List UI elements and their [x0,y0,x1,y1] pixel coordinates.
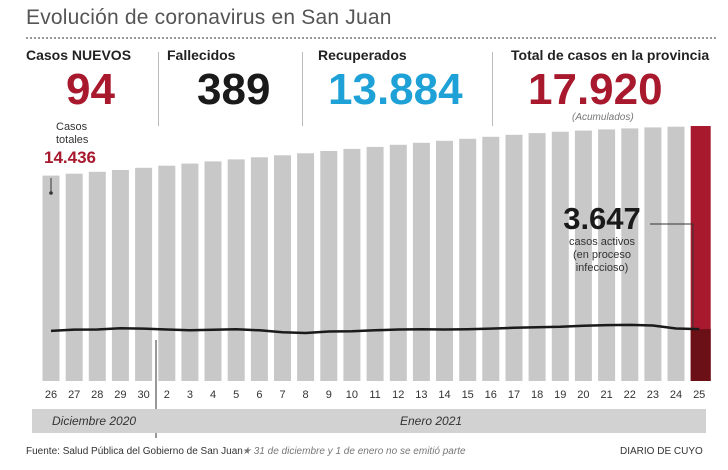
month-jan: Enero 2021 [400,414,463,428]
bar-total-5 [227,159,245,381]
x-tick-label: 29 [114,389,126,401]
x-tick-label: 24 [670,389,682,401]
bar-total-10 [343,148,361,381]
x-tick-label: 2 [164,389,170,401]
bar-total-9 [320,151,338,381]
bar-total-11 [366,146,384,381]
x-tick-label: 23 [647,389,659,401]
callout-right-value: 3.647 [563,201,641,236]
x-tick-label: 21 [600,389,612,401]
bar-total-4 [204,161,222,381]
bar-total-22 [621,128,639,381]
bar-total-27 [65,173,83,381]
bar-total-8 [297,153,315,381]
bar-total-3 [181,163,199,381]
x-tick-label: 9 [326,389,332,401]
bar-total-19 [551,131,569,381]
x-tick-label: 12 [392,389,404,401]
callout-right: 3.647 casos activos (en proceso infeccio… [560,202,644,275]
x-tick-label: 7 [279,389,285,401]
x-tick-label: 4 [210,389,216,401]
x-tick-label: 15 [462,389,474,401]
x-tick-label: 30 [137,389,149,401]
month-dec: Diciembre 2020 [52,414,137,428]
footer-brand: DIARIO DE CUYO [620,446,703,457]
bar-total-25 [690,126,711,381]
x-tick-label: 5 [233,389,239,401]
bar-total-18 [528,133,546,381]
bar-total-28 [88,171,106,381]
bar-total-23 [644,127,662,382]
bar-total-17 [505,134,523,381]
x-tick-label: 10 [346,389,358,401]
callout-right-label3: infeccioso) [575,262,629,274]
callout-right-label2: (en proceso [572,249,632,261]
x-tick-label: 20 [577,389,589,401]
x-tick-label: 19 [554,389,566,401]
stat-separator [492,52,493,126]
stat-separator [302,52,303,126]
footer-source: Fuente: Salud Pública del Gobierno de Sa… [26,446,243,457]
bar-total-26 [42,175,60,381]
month-band: Diciembre 2020 Enero 2021 [32,409,706,433]
x-tick-label: 27 [68,389,80,401]
recuperados-label: Recuperados [318,47,407,63]
total-value: 17.920 [528,65,663,114]
bar-total-14 [436,140,453,381]
recuperados-value: 13.884 [328,65,463,114]
total-note: (Acumulados) [572,112,634,123]
fallecidos-value: 389 [197,65,271,114]
bar-total-21 [598,129,616,381]
callout-left-label: Casos totales [56,121,89,146]
x-tick-label: 25 [693,389,705,401]
bar-active-25 [690,329,711,381]
bar-total-12 [389,144,407,381]
x-tick-label: 8 [303,389,309,401]
x-tick-label: 16 [485,389,497,401]
x-tick-label: 22 [624,389,636,401]
bar-total-13 [412,142,430,381]
fallecidos-label: Fallecidos [167,47,236,63]
bar-total-6 [250,157,268,381]
bar-total-2 [158,165,176,381]
x-tick-label: 3 [187,389,193,401]
x-tick-label: 6 [256,389,262,401]
callout-left-value: 14.436 [44,148,96,167]
title-divider [26,37,716,39]
callout-right-label1: casos activos [568,236,636,248]
bar-total-20 [574,130,592,381]
stat-separator [158,52,159,126]
bar-total-16 [482,136,500,381]
x-tick-label: 28 [91,389,103,401]
nuevos-value: 94 [66,65,115,114]
callout-left-dot [49,191,53,195]
bar-total-24 [667,126,685,381]
bar-total-15 [459,138,477,381]
footer-note: ★ 31 de diciembre y 1 de enero no se emi… [242,446,466,457]
x-tick-label: 26 [45,389,57,401]
x-tick-label: 17 [508,389,520,401]
x-tick-label: 13 [415,389,427,401]
nuevos-label: Casos NUEVOS [26,47,132,63]
x-tick-label: 11 [369,389,380,401]
x-tick-label: 14 [438,389,450,401]
bar-total-29 [111,170,129,381]
bar-total-30 [135,167,153,381]
page-title: Evolución de coronavirus en San Juan [26,6,392,29]
bar-total-7 [274,155,291,381]
active-cases-line [50,323,700,335]
x-tick-label: 18 [531,389,543,401]
total-label: Total de casos en la provincia [511,47,710,63]
